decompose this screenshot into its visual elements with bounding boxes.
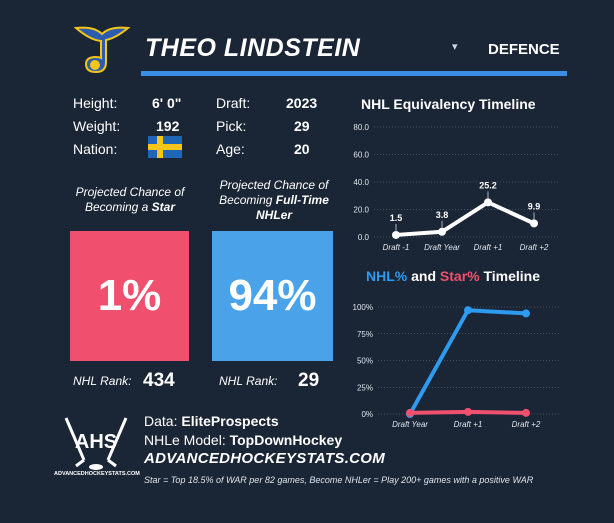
data-label: 3.8 bbox=[436, 210, 449, 220]
site-link[interactable]: ADVANCEDHOCKEYSTATS.COM bbox=[144, 450, 386, 467]
ahs-logo-caption: ADVANCEDHOCKEYSTATS.COM bbox=[54, 471, 140, 477]
data-source: Data: EliteProspects bbox=[144, 413, 279, 429]
star-chance-label: Projected Chance of Becoming a Star bbox=[75, 185, 185, 214]
data-point bbox=[522, 408, 530, 417]
height-label: Height: bbox=[73, 95, 118, 111]
y-tick-label: 0.0 bbox=[358, 233, 370, 242]
weight-value: 192 bbox=[156, 118, 180, 134]
data-point bbox=[464, 306, 472, 315]
player-name: THEO LINDSTEIN bbox=[145, 34, 361, 62]
nation-label: Nation: bbox=[73, 141, 118, 157]
star-chance-box: 1% bbox=[70, 231, 189, 361]
nhler-rank-label: NHL Rank: bbox=[219, 374, 278, 388]
nhl-star-timeline-chart: 0% 25% 50% 75% 100% Draft Year Draft +1 Draft +… bbox=[353, 303, 560, 429]
data-label: 9.9 bbox=[528, 201, 541, 211]
data-point bbox=[406, 408, 414, 417]
x-tick-label: Draft +2 bbox=[520, 243, 549, 252]
draft-value: 2023 bbox=[286, 95, 318, 111]
data-point bbox=[530, 219, 538, 228]
weight-label: Weight: bbox=[73, 118, 121, 134]
nhler-chance-box: 94% bbox=[212, 231, 333, 361]
x-tick-label: Draft +1 bbox=[454, 420, 483, 429]
nhler-chance-label: Projected Chance of Becoming Full-Time N… bbox=[219, 178, 329, 222]
team-logo bbox=[73, 26, 131, 74]
y-tick-label: 40.0 bbox=[353, 178, 369, 187]
data-label: 25.2 bbox=[479, 180, 497, 190]
star-rank-value: 434 bbox=[143, 370, 175, 391]
height-value: 6' 0" bbox=[152, 95, 182, 111]
chevron-down-icon[interactable]: ▾ bbox=[452, 41, 458, 53]
y-tick-label: 100% bbox=[353, 303, 373, 312]
player-position: DEFENCE bbox=[488, 41, 560, 58]
series-line bbox=[395, 200, 535, 237]
data-label: 1.5 bbox=[390, 213, 403, 223]
x-tick-label: Draft Year bbox=[392, 420, 428, 429]
x-tick-label: Draft Year bbox=[424, 243, 460, 252]
data-point bbox=[438, 227, 446, 236]
age-value: 20 bbox=[294, 141, 310, 157]
nhler-rank-value: 29 bbox=[298, 370, 320, 391]
star-rank-label: NHL Rank: bbox=[73, 374, 132, 388]
sweden-flag-icon bbox=[148, 136, 182, 158]
y-tick-label: 20.0 bbox=[353, 206, 369, 215]
pick-value: 29 bbox=[294, 118, 310, 134]
age-label: Age: bbox=[216, 141, 245, 157]
data-point bbox=[392, 230, 400, 239]
y-tick-label: 60.0 bbox=[353, 151, 369, 160]
y-tick-label: 25% bbox=[357, 383, 373, 392]
nhle-timeline-chart: 0.0 20.0 40.0 60.0 80.0 Draft -1 Draft Year Dra… bbox=[353, 123, 560, 252]
y-tick-label: 80.0 bbox=[353, 123, 369, 132]
x-tick-label: Draft -1 bbox=[383, 243, 410, 252]
x-tick-label: Draft +2 bbox=[512, 420, 541, 429]
series-line bbox=[408, 308, 527, 415]
data-point bbox=[484, 198, 492, 207]
header: THEO LINDSTEIN ▾ DEFENCE bbox=[0, 0, 614, 80]
timeline-chart-title: NHL% and Star% Timeline bbox=[366, 268, 541, 284]
header-underline bbox=[141, 71, 567, 76]
ahs-logo: AHS bbox=[64, 417, 128, 470]
pick-label: Pick: bbox=[216, 118, 247, 134]
footnote: Star = Top 18.5% of WAR per 82 games, Be… bbox=[144, 475, 534, 485]
y-tick-label: 50% bbox=[357, 357, 373, 366]
data-point bbox=[464, 407, 472, 416]
ahs-logo-text: AHS bbox=[75, 431, 117, 453]
y-tick-label: 0% bbox=[361, 410, 373, 419]
nhle-chart-title: NHL Equivalency Timeline bbox=[361, 96, 536, 112]
model-source: NHLe Model: TopDownHockey bbox=[144, 432, 343, 448]
data-point bbox=[522, 309, 530, 318]
x-tick-label: Draft +1 bbox=[474, 243, 503, 252]
draft-label: Draft: bbox=[216, 95, 251, 111]
y-tick-label: 75% bbox=[357, 330, 373, 339]
